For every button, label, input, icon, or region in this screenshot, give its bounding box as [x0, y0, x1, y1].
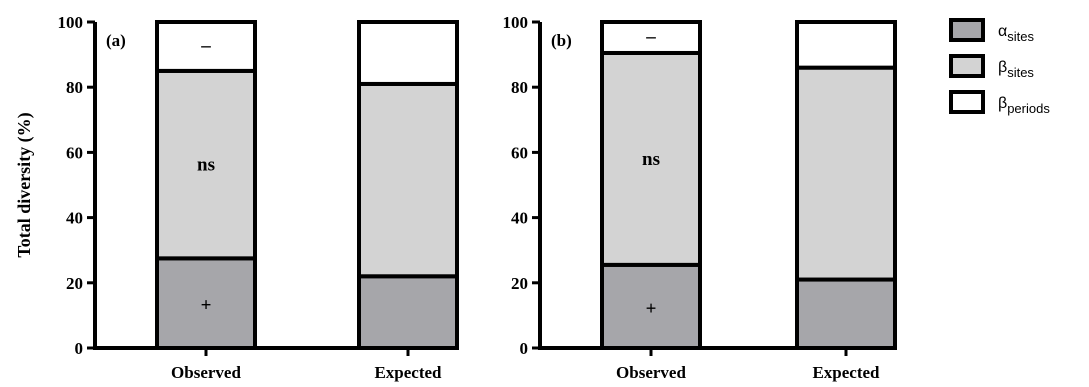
bar-segment-beta-periods: [357, 20, 459, 86]
legend-symbol: β: [998, 59, 1007, 76]
legend-subscript: sites: [1007, 29, 1034, 44]
bar-segment-beta-sites: [600, 50, 702, 267]
segment-annotation: –: [200, 35, 211, 56]
bar-segment-beta-periods: [600, 20, 702, 55]
bar-expected: [357, 20, 459, 350]
bar-segment-beta-sites: [795, 65, 897, 282]
bar-segment-alpha-sites: [795, 277, 897, 351]
y-tick-label: 100: [58, 13, 84, 32]
bar-observed: + ns –: [600, 20, 702, 350]
bar-segment-beta-periods: [155, 20, 257, 73]
x-category-label: Observed: [171, 363, 241, 382]
bar-segment-beta-sites: [155, 68, 257, 261]
legend-subscript: sites: [1007, 65, 1034, 80]
y-tick-label: 100: [503, 13, 529, 32]
segment-annotation: ns: [197, 155, 215, 176]
legend-entry: βsites: [949, 54, 1034, 80]
x-category-label: Expected: [812, 363, 880, 382]
bar-observed: + ns –: [155, 20, 257, 351]
y-axis-title-group: Total diversity (%): [14, 112, 35, 257]
segment-annotation: ns: [642, 149, 660, 170]
bar-expected: [795, 20, 897, 351]
legend-swatch: [949, 90, 985, 114]
bar-segment-alpha-sites: [600, 262, 702, 350]
y-tick-label: 0: [520, 339, 529, 358]
segment-annotation: +: [201, 295, 212, 316]
y-tick-label: 60: [511, 143, 528, 162]
legend-label: βperiods: [998, 95, 1050, 116]
y-tick-label: 20: [66, 274, 83, 293]
y-tick-label: 60: [66, 143, 83, 162]
legend-symbol: α: [998, 23, 1007, 40]
panel-label: (b): [551, 31, 572, 50]
y-tick-label: 80: [66, 78, 83, 97]
legend-label: βsites: [998, 59, 1034, 80]
y-axis-title: Total diversity (%): [14, 112, 35, 257]
bar-segment-alpha-sites: [357, 274, 459, 350]
segment-annotation: +: [646, 298, 657, 319]
x-category-label: Expected: [374, 363, 442, 382]
y-tick-label: 80: [511, 78, 528, 97]
legend-symbol: β: [998, 95, 1007, 112]
y-tick-label: 0: [75, 339, 84, 358]
legend-subscript: periods: [1007, 101, 1050, 116]
legend-entry: βperiods: [949, 90, 1050, 116]
bar-segment-beta-periods: [795, 20, 897, 70]
y-tick-label: 40: [511, 209, 528, 228]
legend-swatch: [949, 54, 985, 78]
legend-swatch: [949, 18, 985, 42]
y-tick-label: 20: [511, 274, 528, 293]
panel-label: (a): [106, 31, 126, 50]
panel-a: + ns – 0 20 40 60 80 100 Observed Expected (a): [58, 13, 459, 382]
legend-entry: αsites: [949, 18, 1034, 44]
panel-b: + ns – 0 20 40 60 80 100 Observed Expected (b): [503, 13, 897, 382]
y-tick-label: 40: [66, 209, 83, 228]
bar-segment-beta-sites: [357, 81, 459, 279]
panels: + ns – 0 20 40 60 80 100 Observed Expected (a) + ns – 0…: [58, 13, 897, 382]
legend-label: αsites: [998, 23, 1034, 44]
x-category-label: Observed: [616, 363, 686, 382]
segment-annotation: –: [645, 26, 656, 47]
